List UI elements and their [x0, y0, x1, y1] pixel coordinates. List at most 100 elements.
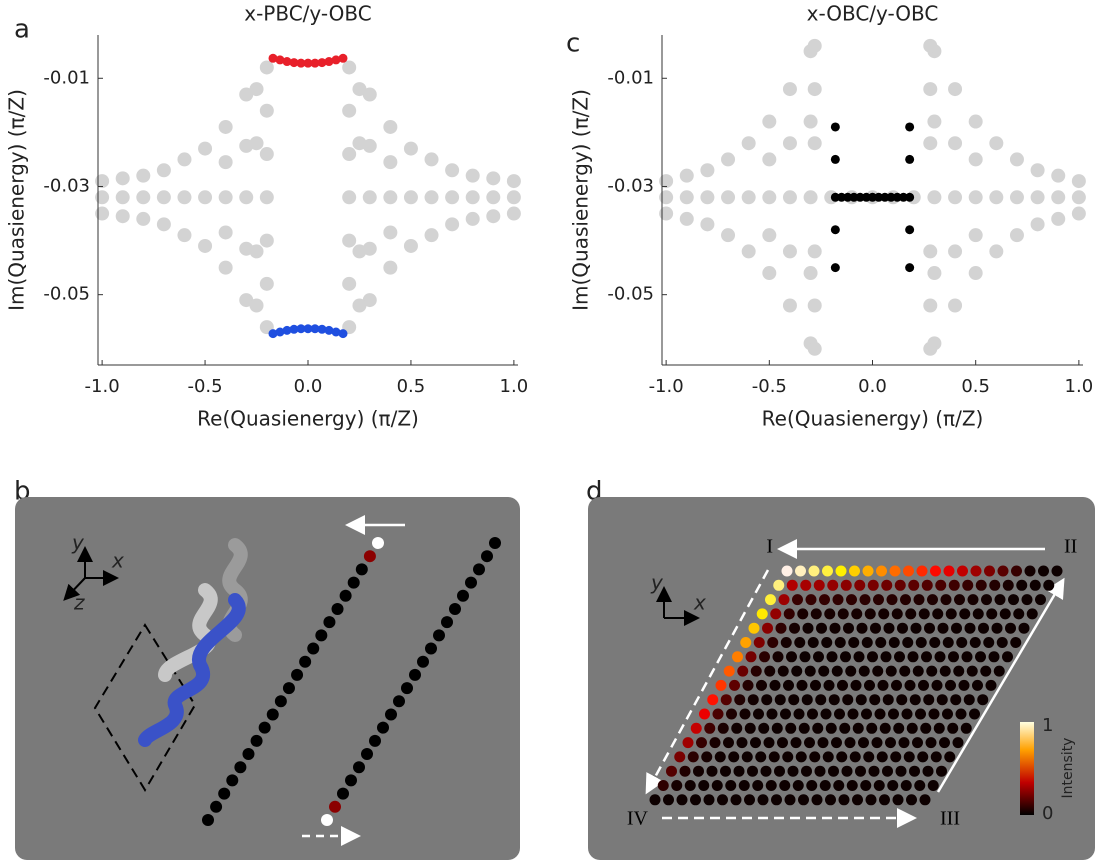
site	[937, 694, 948, 705]
x-axis-label: Re(Quasienergy) (π/Z)	[197, 407, 419, 431]
site	[900, 594, 911, 605]
site	[838, 608, 849, 619]
site	[745, 723, 756, 734]
site	[998, 566, 1009, 577]
site	[782, 566, 793, 577]
site	[809, 751, 820, 762]
y-tick-label: -0.01	[43, 67, 90, 88]
colorbar	[1020, 722, 1034, 815]
site	[896, 694, 907, 705]
site	[693, 766, 704, 777]
site	[750, 737, 761, 748]
site	[401, 682, 413, 694]
site	[737, 666, 748, 677]
site	[964, 694, 975, 705]
data-point	[177, 152, 191, 166]
site	[866, 794, 877, 805]
site	[919, 608, 930, 619]
site	[852, 794, 863, 805]
site	[771, 794, 782, 805]
site	[904, 751, 915, 762]
site	[798, 794, 809, 805]
site	[797, 680, 808, 691]
site	[1003, 580, 1014, 591]
site	[899, 737, 910, 748]
data-point	[1031, 190, 1045, 204]
site	[846, 594, 857, 605]
site	[926, 737, 937, 748]
data-point	[804, 190, 818, 204]
site	[754, 637, 765, 648]
data-point	[352, 244, 366, 258]
data-point	[1031, 163, 1045, 177]
site	[859, 666, 870, 677]
site	[861, 709, 872, 720]
data-point	[486, 209, 500, 223]
data-point	[700, 217, 714, 231]
site	[911, 623, 922, 634]
data-point	[989, 244, 1003, 258]
site	[680, 766, 691, 777]
data-point	[808, 342, 822, 356]
site	[758, 794, 769, 805]
data-point	[905, 263, 914, 272]
data-point	[831, 155, 840, 164]
site	[820, 780, 831, 791]
site	[823, 751, 834, 762]
site	[433, 629, 445, 641]
site	[770, 680, 781, 691]
site	[752, 780, 763, 791]
site	[481, 550, 493, 562]
site	[826, 723, 837, 734]
site	[879, 794, 890, 805]
site	[975, 651, 986, 662]
site	[762, 623, 773, 634]
site	[473, 563, 485, 575]
site	[882, 766, 893, 777]
site	[1030, 580, 1041, 591]
site	[947, 723, 958, 734]
site	[921, 651, 932, 662]
site	[891, 680, 902, 691]
site	[1002, 651, 1013, 662]
site	[734, 694, 745, 705]
site	[259, 722, 271, 734]
site	[226, 774, 238, 786]
site	[315, 629, 327, 641]
site	[774, 766, 785, 777]
site	[800, 651, 811, 662]
site	[923, 694, 934, 705]
site	[663, 794, 674, 805]
data-point	[363, 190, 377, 204]
site	[788, 766, 799, 777]
site	[323, 616, 335, 628]
x-tick-label: -1.0	[649, 376, 684, 397]
data-point	[1010, 190, 1024, 204]
site	[773, 651, 784, 662]
data-point	[762, 266, 776, 280]
site	[748, 694, 759, 705]
x-tick-label: -0.5	[187, 376, 222, 397]
site	[892, 608, 903, 619]
site	[915, 709, 926, 720]
site	[345, 774, 357, 786]
site	[712, 780, 723, 791]
site	[761, 694, 772, 705]
site	[671, 780, 682, 791]
site	[983, 637, 994, 648]
site	[811, 608, 822, 619]
site	[878, 680, 889, 691]
data-point	[923, 342, 937, 356]
site	[869, 694, 880, 705]
site	[862, 637, 873, 648]
data-point	[804, 266, 818, 280]
site	[740, 709, 751, 720]
data-point	[239, 190, 253, 204]
data-point	[95, 190, 109, 204]
site	[275, 695, 287, 707]
data-point	[445, 163, 459, 177]
data-point	[969, 152, 983, 166]
data-point	[680, 212, 694, 226]
data-point	[804, 115, 818, 129]
site	[857, 623, 868, 634]
